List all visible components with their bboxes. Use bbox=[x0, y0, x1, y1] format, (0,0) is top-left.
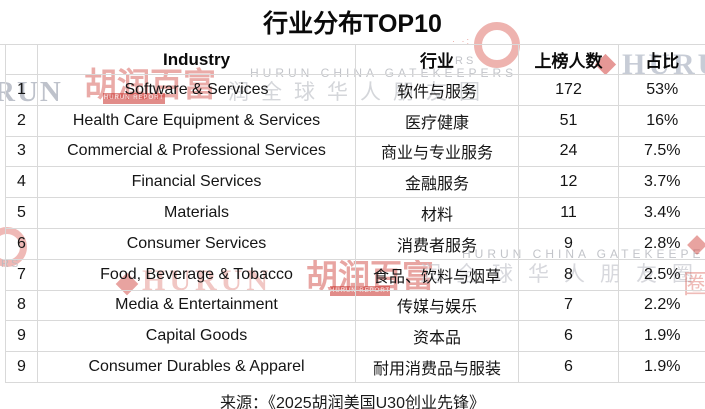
industry-cn-cell: 资本品 bbox=[355, 320, 519, 353]
rank-cell: 4 bbox=[5, 166, 38, 199]
industry-en-cell: Financial Services bbox=[37, 166, 356, 199]
rank-header bbox=[5, 45, 38, 75]
table-row: 2 Health Care Equipment & Services 医疗健康 51 1… bbox=[5, 104, 705, 137]
count-cell: 9 bbox=[518, 227, 619, 260]
rank-cell: 3 bbox=[5, 135, 38, 168]
industry-cn-cell: 传媒与娱乐 bbox=[355, 289, 519, 322]
table-row: 4 Financial Services 金融服务 12 3.7% bbox=[5, 166, 705, 199]
industry-en-cell: Consumer Durables & Apparel bbox=[37, 351, 356, 383]
share-cell: 7.5% bbox=[618, 135, 705, 168]
count-cell: 172 bbox=[518, 74, 619, 106]
industry-cn-cell: 食品、饮料与烟草 bbox=[355, 258, 519, 291]
table-row: 3 Commercial & Professional Services 商业与专业… bbox=[5, 135, 705, 168]
share-cell: 2.8% bbox=[618, 227, 705, 260]
rank-cell: 9 bbox=[5, 351, 38, 383]
industry-table-body: 1 Software & Services 软件与服务 172 53% 2 Health C… bbox=[5, 74, 705, 383]
share-cell: 1.9% bbox=[618, 351, 705, 383]
count-cell: 12 bbox=[518, 166, 619, 199]
industry-cn-cell: 商业与专业服务 bbox=[355, 135, 519, 168]
share-cell: 1.9% bbox=[618, 320, 705, 353]
share-cell: 53% bbox=[618, 74, 705, 106]
industry-cn-cell: 金融服务 bbox=[355, 166, 519, 199]
share-cell: 2.2% bbox=[618, 289, 705, 322]
source-note: 来源：《2025胡润美国U30创业先锋》 bbox=[220, 394, 485, 409]
industry-en-cell: Software & Services bbox=[37, 74, 356, 106]
share-cell: 2.5% bbox=[618, 258, 705, 291]
count-header: 上榜人数 bbox=[518, 45, 619, 75]
table-row: 7 Food, Beverage & Tobacco 食品、饮料与烟草 8 2.5% bbox=[5, 258, 705, 291]
industry-en-cell: Materials bbox=[37, 197, 356, 229]
count-cell: 51 bbox=[518, 104, 619, 137]
industry-cn-cell: 消费者服务 bbox=[355, 227, 519, 260]
industry-en-cell: Health Care Equipment & Services bbox=[37, 104, 356, 137]
count-cell: 7 bbox=[518, 289, 619, 322]
industry-en-cell: Food, Beverage & Tobacco bbox=[37, 258, 356, 291]
industry-en-header: Industry bbox=[37, 45, 356, 75]
industry-en-cell: Media & Entertainment bbox=[37, 289, 356, 322]
industry-table: Industry 行业 上榜人数 占比 1 Software & Services… bbox=[5, 45, 705, 383]
count-cell: 8 bbox=[518, 258, 619, 291]
count-cell: 11 bbox=[518, 197, 619, 229]
table-row: 6 Consumer Services 消费者服务 9 2.8% bbox=[5, 227, 705, 260]
rank-cell: 5 bbox=[5, 197, 38, 229]
table-row: 8 Media & Entertainment 传媒与娱乐 7 2.2% bbox=[5, 289, 705, 322]
industry-cn-cell: 材料 bbox=[355, 197, 519, 229]
share-header: 占比 bbox=[618, 45, 705, 75]
industry-en-cell: Capital Goods bbox=[37, 320, 356, 353]
table-header-row: Industry 行业 上榜人数 占比 bbox=[5, 45, 705, 75]
share-cell: 3.4% bbox=[618, 197, 705, 229]
count-cell: 6 bbox=[518, 320, 619, 353]
industry-en-cell: Commercial & Professional Services bbox=[37, 135, 356, 168]
share-cell: 3.7% bbox=[618, 166, 705, 199]
count-cell: 24 bbox=[518, 135, 619, 168]
industry-cn-header: 行业 bbox=[355, 45, 519, 75]
rank-cell: 1 bbox=[5, 74, 38, 106]
industry-cn-cell: 软件与服务 bbox=[355, 74, 519, 106]
count-cell: 6 bbox=[518, 351, 619, 383]
rank-cell: 6 bbox=[5, 227, 38, 260]
industry-cn-cell: 医疗健康 bbox=[355, 104, 519, 137]
table-row: 5 Materials 材料 11 3.4% bbox=[5, 197, 705, 229]
table-row: 9 Consumer Durables & Apparel 耐用消费品与服装 6 1.9… bbox=[5, 351, 705, 383]
rank-cell: 2 bbox=[5, 104, 38, 137]
page-title: 行业分布TOP10 bbox=[0, 0, 705, 45]
industry-cn-cell: 耐用消费品与服装 bbox=[355, 351, 519, 383]
rank-cell: 7 bbox=[5, 258, 38, 291]
rank-cell: 8 bbox=[5, 289, 38, 322]
rank-cell: 9 bbox=[5, 320, 38, 353]
table-row: 1 Software & Services 软件与服务 172 53% bbox=[5, 74, 705, 106]
industry-en-cell: Consumer Services bbox=[37, 227, 356, 260]
table-row: 9 Capital Goods 资本品 6 1.9% bbox=[5, 320, 705, 353]
share-cell: 16% bbox=[618, 104, 705, 137]
